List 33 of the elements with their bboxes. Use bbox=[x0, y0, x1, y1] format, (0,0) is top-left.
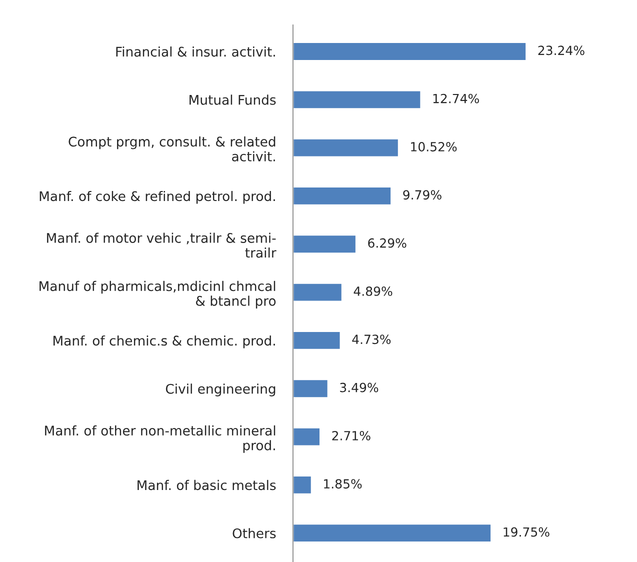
bar bbox=[293, 426, 321, 447]
bar bbox=[293, 282, 343, 302]
bar bbox=[293, 475, 312, 495]
y-tick-label: Manf. of other non-metallic mineral prod. bbox=[45, 425, 276, 453]
data-label: 4.73% bbox=[352, 334, 391, 344]
data-label: 3.49% bbox=[340, 382, 378, 392]
y-tick-label: Manf. of basic metals bbox=[138, 480, 276, 490]
y-tick-label: Manf. of coke & refined petrol. prod. bbox=[40, 190, 275, 204]
data-label: 1.85% bbox=[324, 479, 362, 489]
y-tick-label: Manf. of motor vehic ,trailr & semi- trailr bbox=[47, 232, 276, 258]
data-label: 9.79% bbox=[403, 190, 442, 200]
y-tick-label: Mutual Funds bbox=[190, 94, 276, 105]
y-tick-label: Manuf of pharmicals,mdicinl chmcal & btancl pro bbox=[40, 280, 276, 308]
bar bbox=[293, 138, 400, 158]
data-label: 19.75% bbox=[504, 527, 550, 537]
y-tick-label: Compt prgm, consult. & related activit. bbox=[68, 136, 276, 162]
data-label: 4.89% bbox=[354, 286, 392, 296]
y-tick-label: Civil engineering bbox=[166, 384, 276, 396]
y-tick-label: Others bbox=[232, 528, 276, 538]
y-tick-label: Manf. of chemic.s & chemic. prod. bbox=[54, 335, 275, 348]
data-label: 6.29% bbox=[368, 238, 406, 248]
bar bbox=[293, 523, 492, 543]
data-label: 2.71% bbox=[332, 430, 370, 440]
bar bbox=[293, 42, 527, 62]
bar bbox=[293, 186, 392, 206]
data-label: 23.24% bbox=[538, 46, 584, 56]
data-label: 10.52% bbox=[411, 142, 457, 152]
bar bbox=[293, 330, 342, 350]
y-tick-label: Financial & insur. activit. bbox=[116, 46, 275, 57]
data-label: 12.74% bbox=[433, 94, 479, 104]
bar bbox=[293, 234, 357, 254]
bar bbox=[293, 90, 422, 110]
bar bbox=[293, 378, 329, 398]
